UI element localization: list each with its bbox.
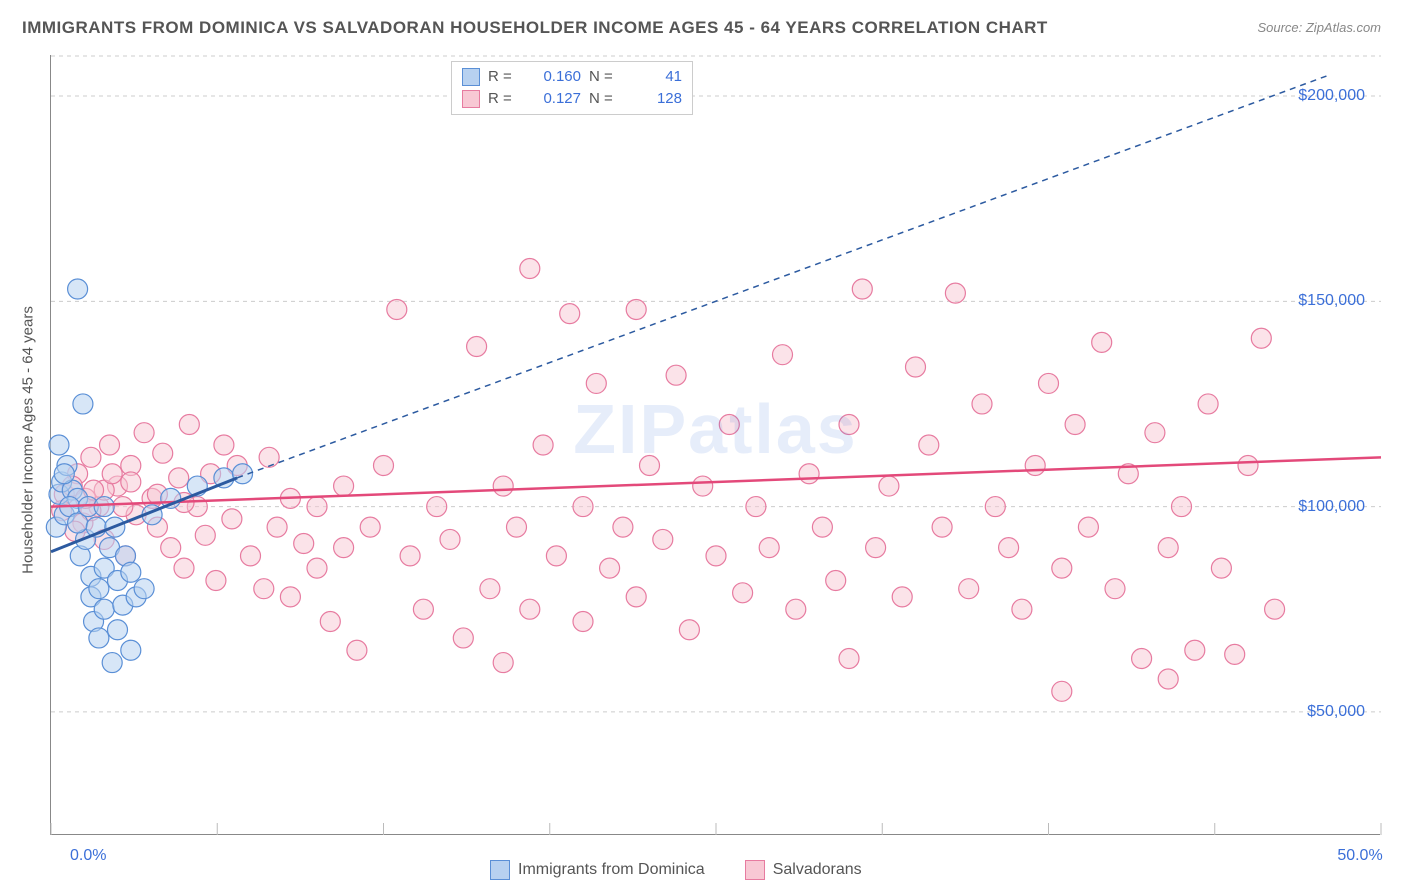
legend-item-dominica: Immigrants from Dominica	[490, 860, 705, 880]
plot-area: ZIPatlas R = 0.160 N = 41 R = 0.127 N = …	[50, 55, 1380, 835]
legend-series: Immigrants from Dominica Salvadorans	[490, 860, 862, 880]
y-axis-title: Householder Income Ages 45 - 64 years	[20, 306, 37, 574]
legend-n-value-salvadoran: 128	[627, 88, 682, 110]
legend-n-label: N =	[589, 88, 619, 110]
y-tick-label: $50,000	[1307, 703, 1365, 721]
legend-n-value-dominica: 41	[627, 66, 682, 88]
legend-swatch-salvadoran	[462, 90, 480, 108]
legend-row-salvadoran: R = 0.127 N = 128	[462, 88, 682, 110]
legend-label-dominica: Immigrants from Dominica	[518, 861, 705, 879]
y-tick-label: $200,000	[1298, 87, 1365, 105]
x-tick-label: 50.0%	[1337, 847, 1382, 865]
legend-r-value-salvadoran: 0.127	[526, 88, 581, 110]
legend-label-salvadoran: Salvadorans	[773, 861, 862, 879]
y-tick-label: $100,000	[1298, 498, 1365, 516]
legend-r-label: R =	[488, 66, 518, 88]
chart-source: Source: ZipAtlas.com	[1257, 20, 1381, 35]
x-tick-label: 0.0%	[70, 847, 106, 865]
legend-correlation: R = 0.160 N = 41 R = 0.127 N = 128	[451, 61, 693, 115]
legend-swatch-dominica	[462, 68, 480, 86]
legend-r-label: R =	[488, 88, 518, 110]
legend-row-dominica: R = 0.160 N = 41	[462, 66, 682, 88]
legend-r-value-dominica: 0.160	[526, 66, 581, 88]
chart-svg	[51, 55, 1380, 834]
y-tick-label: $150,000	[1298, 292, 1365, 310]
legend-swatch-salvadoran-bottom	[745, 860, 765, 880]
legend-swatch-dominica-bottom	[490, 860, 510, 880]
legend-n-label: N =	[589, 66, 619, 88]
legend-item-salvadoran: Salvadorans	[745, 860, 862, 880]
chart-title: IMMIGRANTS FROM DOMINICA VS SALVADORAN H…	[22, 18, 1048, 38]
